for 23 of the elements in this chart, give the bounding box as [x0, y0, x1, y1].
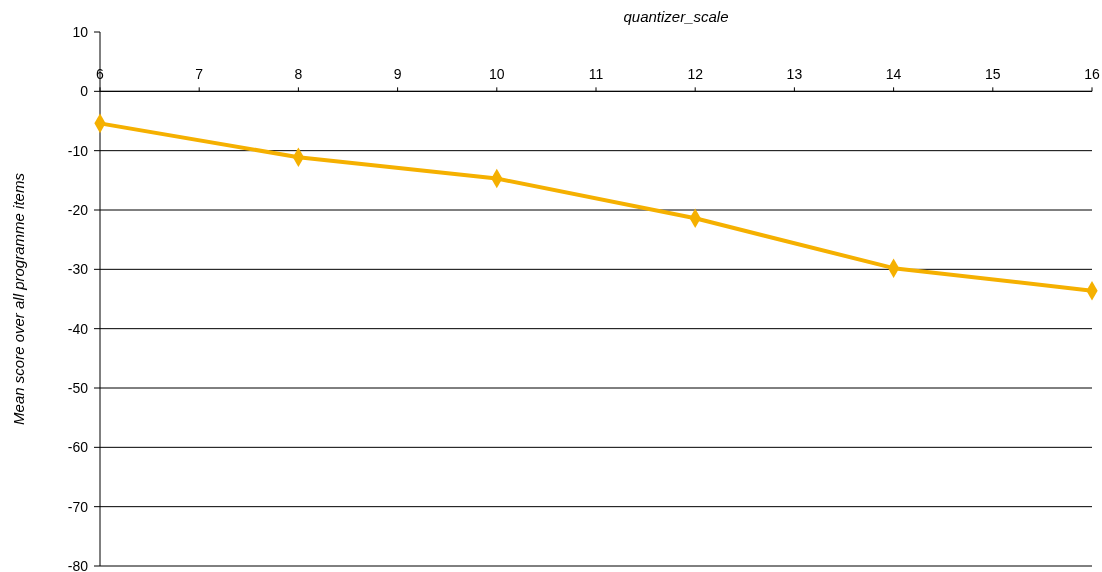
- y-tick-label: -80: [67, 557, 89, 572]
- x-axis-title: quantizer_scale: [623, 8, 729, 25]
- x-tick-label: 7: [195, 66, 204, 83]
- y-tick-label: -10: [67, 142, 89, 159]
- x-tick-label: 6: [96, 66, 105, 83]
- y-tick-label: 0: [80, 83, 89, 100]
- y-tick-label: -40: [67, 320, 89, 337]
- x-tick-label: 11: [588, 66, 604, 83]
- x-tick-label: 15: [985, 66, 1001, 83]
- x-tick-label: 14: [885, 66, 902, 83]
- y-tick-label: -50: [67, 379, 89, 396]
- y-tick-label: 10: [72, 23, 89, 40]
- x-tick-label: 10: [489, 66, 505, 83]
- x-tick-label: 12: [687, 66, 704, 83]
- y-axis-title: Mean score over all programme items: [10, 172, 27, 425]
- x-tick-label: 8: [294, 66, 303, 83]
- y-tick-label: -70: [67, 498, 89, 515]
- y-tick-label: -20: [67, 201, 89, 218]
- y-tick-label: -30: [67, 261, 89, 278]
- x-tick-label: 16: [1084, 66, 1100, 83]
- y-tick-label: -60: [67, 439, 89, 456]
- x-tick-label: 13: [786, 66, 803, 83]
- x-tick-label: 9: [393, 66, 402, 83]
